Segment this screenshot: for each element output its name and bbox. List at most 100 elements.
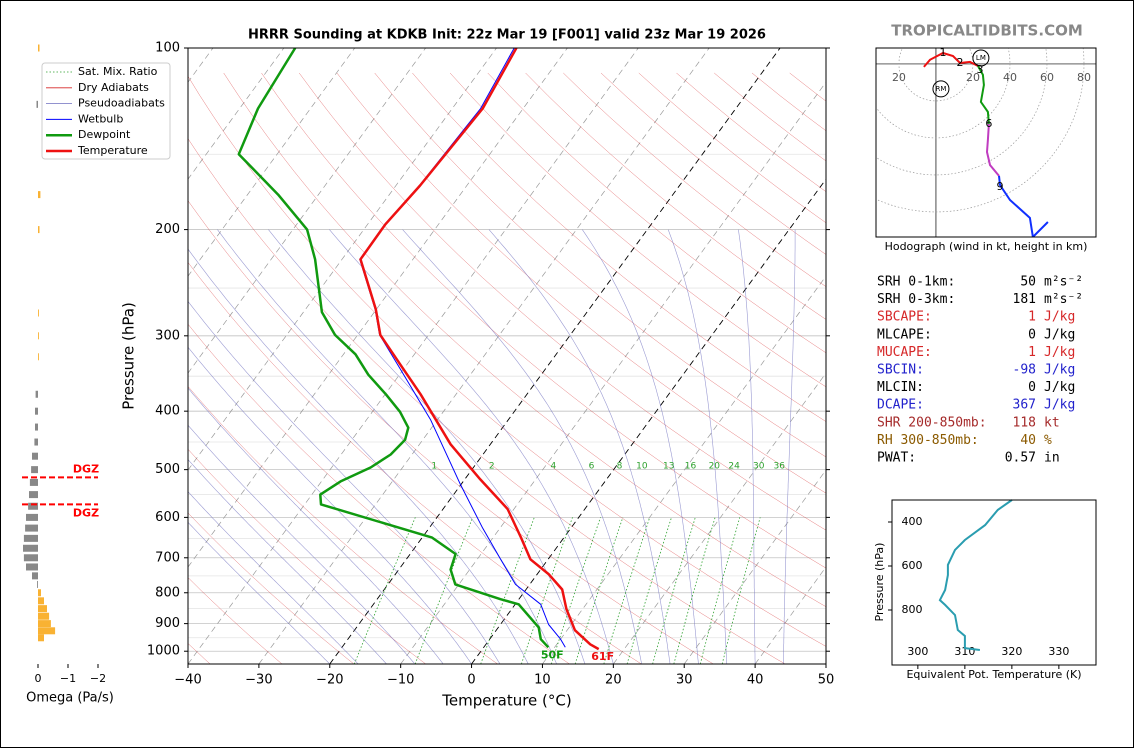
- hodograph-line: [977, 65, 990, 124]
- legend-label: Sat. Mix. Ratio: [78, 65, 158, 78]
- storm-motion-label: RM: [935, 85, 946, 93]
- index-value: 181: [1013, 292, 1036, 307]
- hodograph-frame: [875, 47, 1097, 238]
- x-tick-label: −1: [60, 672, 76, 685]
- legend-label: Temperature: [77, 144, 148, 157]
- hodograph-area: [876, 48, 1096, 237]
- dry-adiabat: [188, 512, 355, 664]
- hodograph-line: [985, 123, 1000, 177]
- isotherm: [188, 48, 568, 568]
- dry-adiabat: [374, 72, 826, 458]
- hodograph-title: Hodograph (wind in kt, height in km): [885, 240, 1088, 253]
- speed-ring: [876, 48, 1085, 213]
- theta-y-label: Pressure (hPa): [873, 543, 886, 622]
- dry-adiabat: [412, 72, 826, 422]
- x-tick-label: 0: [35, 672, 42, 685]
- dry-adiabat: [223, 72, 826, 608]
- x-tick-label: 20: [892, 71, 906, 84]
- index-unit: J/kg: [1044, 380, 1075, 395]
- omega-bar: [36, 100, 38, 108]
- storm-motion-label: LM: [976, 54, 986, 62]
- legend-label: Dry Adiabats: [78, 81, 149, 94]
- speed-ring: [876, 48, 1048, 176]
- mixing-ratio-line: [521, 517, 573, 664]
- y-axis-label: Pressure (hPa): [120, 302, 138, 410]
- index-value: 0: [1028, 380, 1036, 395]
- index-label: SBCIN:: [877, 363, 924, 378]
- legend-label: Pseudoadiabats: [78, 97, 165, 110]
- pseudoadiabat: [402, 229, 642, 664]
- x-tick-label: 50: [818, 673, 835, 688]
- dry-adiabat: [525, 72, 826, 320]
- dry-adiabat: [188, 577, 283, 664]
- dry-adiabat: [188, 138, 786, 664]
- omega-bar: [38, 620, 51, 628]
- mixing-ratio-line: [550, 517, 601, 664]
- omega-axis-label: Omega (Pa/s): [26, 691, 114, 706]
- dry-adiabat: [298, 72, 826, 531]
- dry-adiabat: [188, 200, 714, 664]
- index-unit: J/kg: [1044, 363, 1075, 378]
- legend-box: [41, 62, 171, 160]
- x-tick-label: 0: [467, 673, 475, 688]
- mixing-ratio-label: 20: [709, 462, 721, 472]
- height-label: 9: [996, 180, 1003, 193]
- index-label: SRH 0-3km:: [877, 292, 955, 307]
- mixing-ratio-line: [699, 517, 741, 664]
- index-value: 0: [1028, 327, 1036, 342]
- height-label: 1: [939, 46, 946, 59]
- x-tick-label: 40: [747, 673, 764, 688]
- y-tick-label: 1000: [147, 644, 180, 659]
- omega-bar: [38, 309, 39, 317]
- height-label: 6: [985, 117, 992, 130]
- isotherm: [258, 48, 710, 664]
- storm-motion-marker: [932, 80, 950, 98]
- omega-bar: [38, 332, 39, 340]
- omega-bar: [28, 502, 38, 510]
- omega-bar: [37, 580, 38, 588]
- omega-bar: [38, 226, 40, 234]
- mixing-ratio-label: 24: [728, 462, 740, 472]
- x-tick-label: 10: [534, 673, 551, 688]
- index-label: PWAT:: [877, 451, 916, 466]
- height-label: 2: [957, 56, 964, 69]
- x-tick-label: 330: [1048, 645, 1069, 658]
- index-value: 40: [1020, 433, 1036, 448]
- theta-frame: [891, 499, 1097, 666]
- dry-adiabat: [449, 72, 826, 388]
- index-value: 367: [1013, 398, 1036, 413]
- dry-adiabat: [336, 72, 826, 494]
- omega-bar: [35, 423, 38, 431]
- isotherm: [188, 48, 285, 180]
- x-tick-label: 30: [676, 673, 693, 688]
- mixing-ratio-label: 6: [589, 462, 595, 472]
- omega-bar: [38, 44, 40, 52]
- index-label: DCAPE:: [877, 398, 924, 413]
- isotherm: [329, 48, 781, 664]
- y-tick-label: 300: [155, 328, 180, 343]
- x-tick-label: 300: [907, 645, 928, 658]
- omega-bar: [35, 390, 38, 398]
- x-tick-label: 20: [966, 71, 980, 84]
- index-unit: %: [1044, 433, 1052, 448]
- y-tick-label: 200: [155, 222, 180, 237]
- x-tick-label: −40: [174, 673, 201, 688]
- pseudoadiabat: [217, 229, 557, 664]
- x-tick-label: 40: [1003, 71, 1017, 84]
- pseudoadiabat: [188, 248, 529, 664]
- index-unit: J/kg: [1044, 327, 1075, 342]
- x-tick-label: −10: [387, 673, 414, 688]
- pseudoadiabat: [188, 300, 501, 664]
- y-tick-label: 800: [155, 585, 180, 600]
- omega-bar: [35, 407, 38, 415]
- omega-bar: [34, 438, 38, 446]
- mixing-ratio-label: 4: [550, 462, 556, 472]
- pseudoadiabat: [582, 229, 699, 664]
- index-unit: m²s⁻²: [1044, 292, 1083, 307]
- pseudoadiabat: [738, 229, 756, 664]
- y-tick-label: 700: [155, 550, 180, 565]
- legend: Sat. Mix. Ratio Dry Adiabats Pseudoadiabat…: [41, 62, 171, 160]
- isotherm: [542, 275, 826, 664]
